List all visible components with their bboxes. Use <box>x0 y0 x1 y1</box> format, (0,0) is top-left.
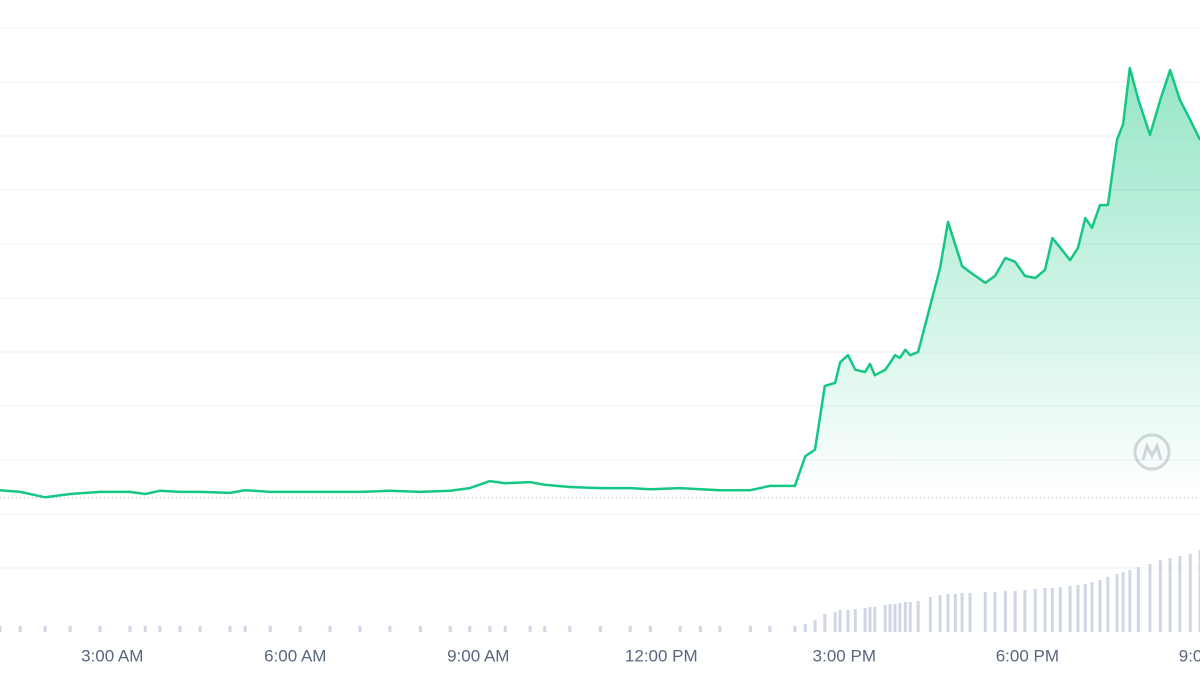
volume-bar <box>1090 582 1094 632</box>
volume-bar <box>1178 556 1182 632</box>
volume-bar <box>903 602 907 632</box>
volume-bar <box>893 604 897 632</box>
volume-bar <box>648 626 652 632</box>
volume-bar <box>813 620 817 632</box>
volume-bar <box>328 626 332 632</box>
volume-bar <box>358 626 362 632</box>
volume-bar <box>1023 590 1027 632</box>
volume-bar <box>868 607 872 632</box>
volume-bar <box>1121 572 1125 632</box>
volume-bar <box>938 595 942 632</box>
volume-bar <box>1098 580 1102 632</box>
volume-bar <box>928 597 932 632</box>
volume-bar <box>803 624 807 632</box>
volume-bar <box>0 626 2 632</box>
volume-bar <box>768 626 772 632</box>
volume-bar <box>178 626 182 632</box>
volume-bar <box>960 593 964 632</box>
volume-bar <box>1003 591 1007 632</box>
volume-bar <box>388 626 392 632</box>
volume-bar <box>158 626 162 632</box>
volume-bar <box>793 626 797 632</box>
volume-bar <box>1106 577 1110 632</box>
volume-bar <box>678 626 682 632</box>
volume-bar <box>1158 560 1162 632</box>
volume-bar <box>1188 554 1192 632</box>
volume-bar <box>1050 588 1054 632</box>
volume-bar <box>43 626 47 632</box>
volume-bar <box>18 626 22 632</box>
volume-bar <box>1083 584 1087 632</box>
volume-bar <box>1148 564 1152 632</box>
volume-bar <box>448 626 452 632</box>
volume-bar <box>833 612 837 632</box>
volume-bar <box>863 608 867 632</box>
volume-bar <box>68 626 72 632</box>
volume-bar <box>873 607 877 632</box>
volume-bar <box>1136 567 1140 632</box>
volume-bar <box>898 603 902 632</box>
volume-bar <box>528 626 532 632</box>
volume-bar <box>953 594 957 632</box>
volume-bar <box>853 609 857 632</box>
volume-bar <box>888 604 892 632</box>
volume-bar <box>908 602 912 632</box>
volume-bar <box>568 626 572 632</box>
volume-bar <box>1033 589 1037 632</box>
x-tick-label: 9:00 PM <box>1179 646 1200 665</box>
volume-bar <box>268 626 272 632</box>
volume-bar <box>98 626 102 632</box>
volume-bar <box>243 626 247 632</box>
volume-bar <box>718 626 722 632</box>
volume-bar <box>968 593 972 632</box>
volume-bar <box>993 592 997 632</box>
volume-bar <box>1076 585 1080 632</box>
x-tick-label: 3:00 PM <box>813 646 876 665</box>
volume-bar <box>503 626 507 632</box>
volume-bar <box>748 626 752 632</box>
volume-bar <box>198 626 202 632</box>
volume-bar <box>628 626 632 632</box>
volume-bar <box>916 601 920 632</box>
volume-bar <box>488 626 492 632</box>
volume-bar <box>228 626 232 632</box>
volume-bar <box>823 614 827 632</box>
volume-bar <box>846 610 850 632</box>
volume-bar <box>1115 574 1119 632</box>
x-tick-label: 12:00 PM <box>625 646 698 665</box>
price-line <box>0 66 1200 499</box>
volume-bar <box>128 626 132 632</box>
volume-bar <box>298 626 302 632</box>
volume-bar <box>1013 591 1017 632</box>
volume-bar <box>1068 586 1072 632</box>
volume-bar <box>698 626 702 632</box>
volume-bar <box>983 592 987 632</box>
volume-bar <box>838 610 842 632</box>
volume-bar <box>1168 558 1172 632</box>
volume-bar <box>143 626 147 632</box>
volume-bar <box>1043 588 1047 632</box>
volume-bar <box>883 605 887 632</box>
x-tick-label: 9:00 AM <box>447 646 509 665</box>
volume-bar <box>1198 550 1200 632</box>
x-tick-label: 3:00 AM <box>81 646 143 665</box>
x-tick-label: 6:00 PM <box>996 646 1059 665</box>
volume-bar <box>598 626 602 632</box>
volume-bar <box>418 626 422 632</box>
volume-bar <box>543 626 547 632</box>
volume-bar <box>468 626 472 632</box>
volume-bar <box>1128 570 1132 632</box>
x-tick-label: 6:00 AM <box>264 646 326 665</box>
volume-bar <box>1058 587 1062 632</box>
price-area <box>0 68 1200 498</box>
volume-bar <box>946 594 950 632</box>
